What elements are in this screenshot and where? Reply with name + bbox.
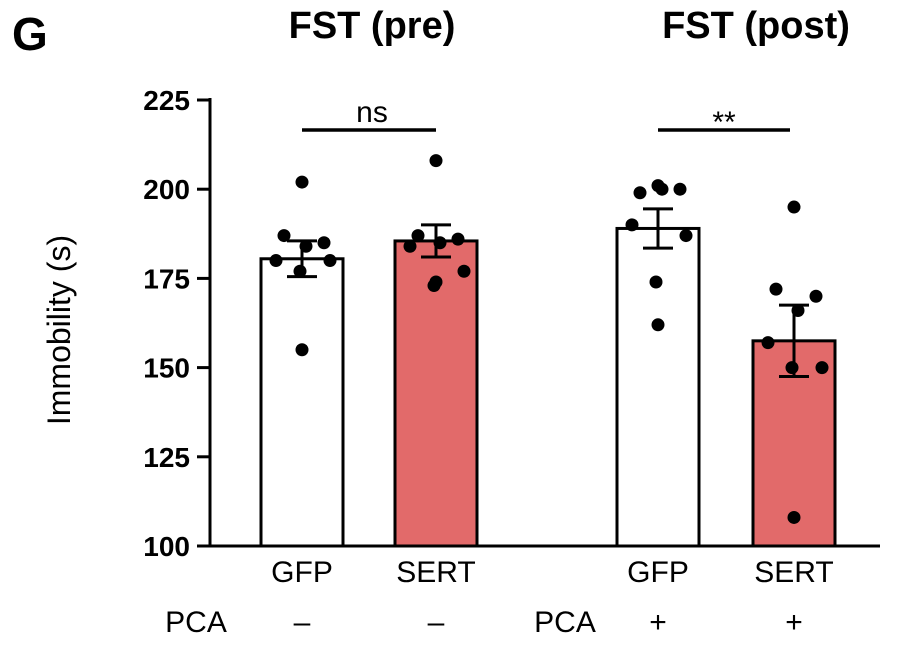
y-tick-label: 175 — [143, 263, 190, 294]
data-point — [679, 229, 693, 243]
pca-value: – — [294, 606, 311, 639]
data-point — [787, 510, 801, 524]
data-point — [277, 229, 291, 243]
plot-area: 100 125 150 175 200 225 GFP – SERT – GFP + SERT + — [143, 85, 880, 639]
data-point — [293, 264, 307, 278]
data-point — [673, 182, 687, 196]
data-point — [787, 200, 801, 214]
data-point — [295, 175, 309, 189]
significance-pre: ns — [356, 96, 388, 129]
pca-row-label-1: PCA — [165, 606, 227, 639]
data-point — [295, 343, 309, 357]
data-point — [761, 336, 775, 350]
panel-letter: G — [12, 8, 48, 60]
data-point — [791, 304, 805, 318]
data-point — [655, 182, 669, 196]
y-tick-label: 225 — [143, 85, 190, 116]
data-point — [633, 186, 647, 200]
data-point — [451, 232, 465, 246]
x-category-label: GFP — [627, 556, 689, 589]
data-point — [785, 361, 799, 375]
bar-sert — [393, 239, 479, 548]
y-tick-label: 125 — [143, 442, 190, 473]
data-point — [457, 264, 471, 278]
group-title-post: FST (post) — [662, 5, 850, 47]
pca-row-label-2: PCA — [534, 606, 596, 639]
y-tick-label: 100 — [143, 531, 190, 562]
x-category-label: GFP — [271, 556, 333, 589]
data-point — [809, 289, 823, 303]
data-point — [403, 239, 417, 253]
pca-value: + — [649, 606, 667, 639]
data-point — [411, 229, 425, 243]
data-point — [649, 275, 663, 289]
y-tick-label: 150 — [143, 353, 190, 384]
data-point — [429, 154, 443, 168]
y-tick-label: 200 — [143, 174, 190, 205]
bar-gfp — [259, 257, 345, 548]
group-title-pre: FST (pre) — [289, 5, 456, 47]
significance-post: ** — [712, 106, 736, 139]
data-point — [769, 282, 783, 296]
pca-value: + — [785, 606, 803, 639]
data-point — [323, 254, 337, 268]
data-point — [815, 361, 829, 375]
pca-value: – — [428, 606, 445, 639]
data-point — [317, 236, 331, 250]
data-point — [651, 318, 665, 332]
x-category-label: SERT — [754, 556, 833, 589]
y-axis-label: Immobility (s) — [41, 235, 77, 425]
data-point — [625, 218, 639, 232]
data-point — [299, 239, 313, 253]
data-point — [269, 254, 283, 268]
x-category-label: SERT — [396, 556, 475, 589]
data-point — [429, 275, 443, 289]
data-point — [433, 236, 447, 250]
